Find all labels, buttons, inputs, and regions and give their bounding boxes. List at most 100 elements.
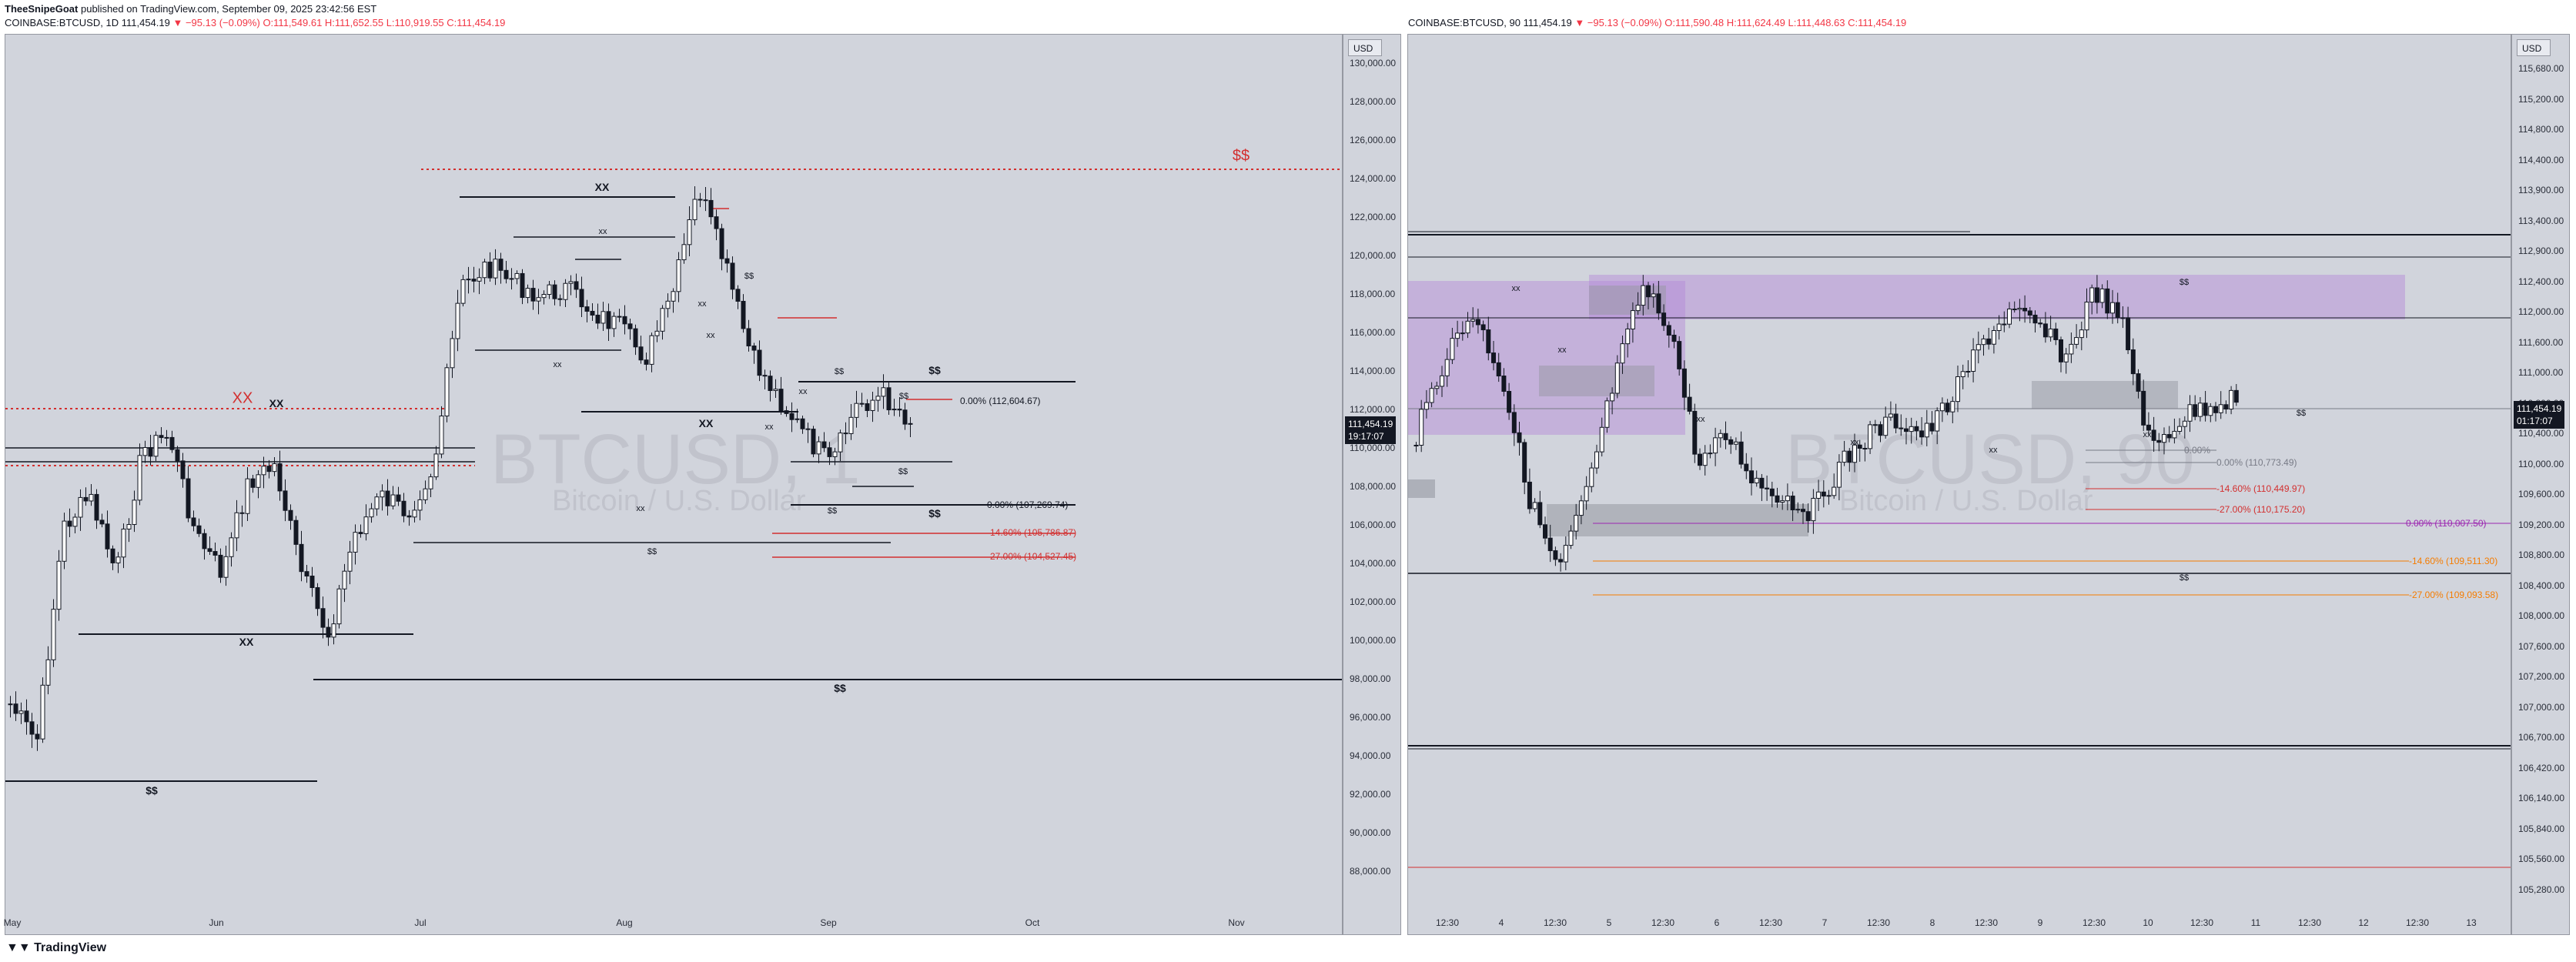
left-candle-body: [56, 560, 62, 610]
left-watermark-symbol: BTCUSD, 1: [490, 420, 861, 499]
left-candle-body: [908, 423, 913, 425]
left-ann-xx-11: XX: [239, 636, 254, 648]
right-symbol[interactable]: COINBASE:BTCUSD, 90: [1408, 17, 1521, 28]
left-candle-body: [730, 262, 735, 290]
right-candle-body: [1893, 413, 1899, 429]
left-candle-body: [207, 548, 212, 553]
right-x-tick: 10: [2143, 917, 2153, 928]
left-candle-body: [342, 570, 347, 590]
left-candle-body: [460, 279, 466, 304]
left-candle-body: [212, 551, 218, 556]
left-candle-body: [601, 311, 606, 324]
right-candle-body: [1419, 409, 1424, 446]
left-candle-body: [638, 346, 644, 361]
left-time-axis[interactable]: May Jun Jul Aug Sep Oct Nov: [4, 908, 1343, 935]
header-bar: TheeSnipeGoat published on TradingView.c…: [0, 0, 2576, 34]
right-ann-xx-4: xx: [1850, 438, 1859, 447]
left-chart-canvas[interactable]: [5, 35, 1343, 935]
right-price-axis[interactable]: USD 115,680.00 115,200.00 114,800.00 114,40…: [2511, 34, 2570, 935]
left-candle-body: [180, 460, 186, 479]
left-price-axis[interactable]: USD 130,000.00 128,000.00 126,000.00 124,00…: [1343, 34, 1401, 935]
right-chart-pane[interactable]: BTCUSD, 90 Bitcoin / U.S. Dollar $$ $$ x…: [1407, 34, 2511, 935]
right-fib-label-5: 0.00% (110,007.50): [2406, 518, 2487, 529]
right-y-tick: 108,000.00: [2518, 610, 2565, 621]
right-candle-body: [1981, 338, 1986, 346]
right-time-axis[interactable]: 12:30 4 12:30 5 12:30 6 12:30 7 12:30 8 12:30 9 12:3…: [1407, 908, 2511, 935]
right-candle-body: [1785, 496, 1790, 502]
right-candle-body: [2089, 287, 2095, 303]
left-candle-body: [746, 328, 751, 347]
right-candle-body: [1413, 444, 1419, 446]
left-symbol[interactable]: COINBASE:BTCUSD, 1D: [5, 17, 119, 28]
left-candle-body: [741, 300, 746, 329]
right-candle-body: [1547, 537, 1553, 552]
left-y-tick: 106,000.00: [1350, 519, 1397, 530]
tradingview-logo[interactable]: ▼▼ TradingView: [6, 941, 106, 955]
left-candle-body: [363, 516, 369, 534]
left-ann-dd-3: $$: [898, 392, 909, 401]
right-y-tick: 106,140.00: [2518, 793, 2565, 803]
left-currency-button[interactable]: USD: [1348, 39, 1382, 56]
right-currency-button[interactable]: USD: [2517, 39, 2551, 56]
right-candle-body: [1744, 463, 1749, 472]
right-y-tick: 115,680.00: [2518, 63, 2564, 74]
right-candle-body: [1574, 515, 1579, 532]
right-candle-body: [2146, 424, 2151, 431]
left-candle-body: [245, 478, 250, 514]
right-chart-canvas[interactable]: [1408, 35, 2511, 935]
left-candle-body: [83, 496, 89, 502]
right-candle-body: [2059, 339, 2063, 362]
right-candle-body: [1878, 424, 1883, 436]
right-y-tick: 109,200.00: [2518, 519, 2565, 530]
left-candle-body: [633, 328, 638, 348]
left-y-tick: 128,000.00: [1350, 96, 1397, 107]
right-candle-body: [1795, 509, 1801, 511]
left-candle-body: [568, 281, 574, 284]
left-candle-body: [530, 288, 536, 302]
right-candle-body: [1847, 450, 1852, 463]
right-candle-body: [1702, 453, 1708, 466]
right-candle-body: [2053, 328, 2059, 340]
right-candle-body: [2187, 404, 2193, 422]
right-candle-body: [2233, 389, 2239, 403]
right-candle-body: [1511, 412, 1517, 433]
left-candle-body: [266, 466, 272, 473]
right-x-tick: 12:30: [1543, 917, 1567, 928]
left-candle-body: [374, 496, 380, 509]
left-chart-pane[interactable]: BTCUSD, 1 Bitcoin / U.S. Dollar $$ XX XX…: [5, 34, 1343, 935]
right-candle-body: [1681, 368, 1687, 398]
right-symbol-legend: COINBASE:BTCUSD, 90 111,454.19 ▼ −95.13 …: [1408, 17, 1906, 28]
right-candle-body: [1527, 481, 1532, 509]
left-candle-body: [283, 490, 288, 511]
right-candle-body: [1625, 328, 1631, 345]
left-candle-body: [854, 403, 859, 418]
right-candle-body: [1971, 349, 1976, 372]
right-candle-body: [1728, 439, 1734, 445]
left-candle-body: [159, 435, 164, 439]
left-ann-xx-10: XX: [698, 417, 714, 429]
left-candle-body: [444, 367, 450, 417]
right-zone-gray-4: [1408, 479, 1435, 498]
right-x-tick: 12:30: [2082, 917, 2106, 928]
left-ann-xx-6: xx: [706, 331, 715, 340]
left-candle-body: [784, 410, 789, 414]
left-candle-body: [406, 515, 412, 518]
left-fib-label-4: -27.00% (104,527.45): [987, 551, 1077, 562]
right-candle-body: [1491, 352, 1496, 363]
right-candle-body: [2218, 404, 2223, 413]
left-candle-body: [347, 551, 353, 572]
right-candle-body: [1939, 403, 1945, 412]
right-candle-body: [1899, 427, 1904, 429]
author-name[interactable]: TheeSnipeGoat: [5, 3, 79, 15]
right-candle-body: [1769, 488, 1775, 496]
left-candle-body: [336, 588, 342, 625]
right-candle-body: [2022, 308, 2028, 312]
left-y-tick: 116,000.00: [1350, 327, 1396, 338]
left-candle-body: [654, 330, 660, 336]
right-candle-body: [1888, 413, 1893, 418]
right-y-tick: 106,420.00: [2518, 762, 2565, 773]
right-candle-body: [1646, 285, 1651, 298]
left-candle-body: [714, 216, 719, 229]
left-candle-body: [536, 297, 541, 302]
right-candle-body: [2162, 434, 2166, 443]
